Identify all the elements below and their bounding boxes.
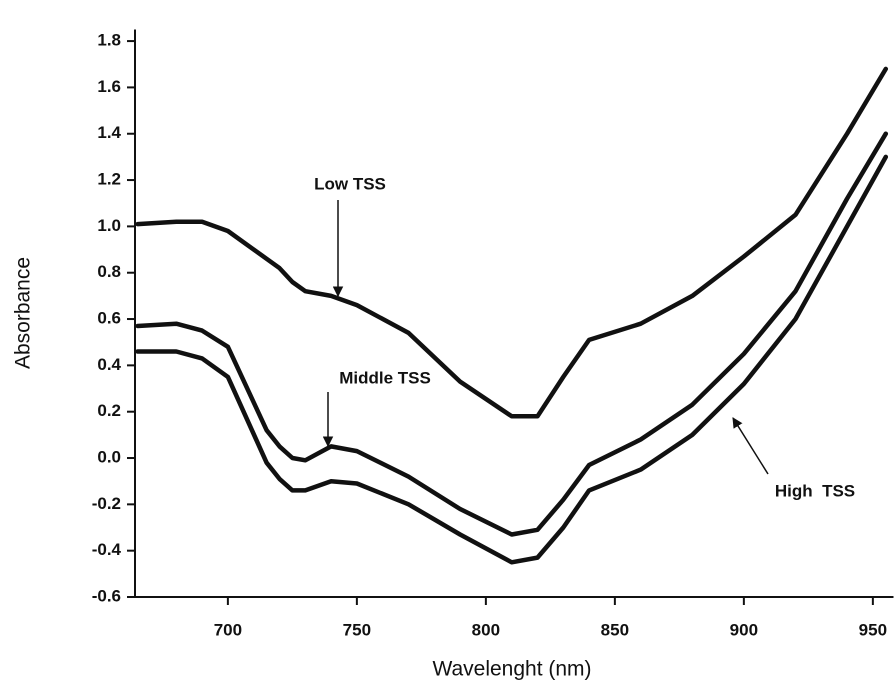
series-label: Middle TSS — [339, 368, 431, 387]
y-tick-label: 1.0 — [97, 216, 121, 235]
y-tick-label: 0.4 — [97, 355, 121, 374]
y-tick-label: 1.2 — [97, 170, 121, 189]
y-tick-label: 1.6 — [97, 77, 121, 96]
series-label: Low TSS — [314, 174, 386, 193]
y-tick-label: 0.0 — [97, 448, 121, 467]
y-tick-label: 0.2 — [97, 401, 121, 420]
y-tick-label: 1.8 — [97, 31, 121, 50]
y-tick-label: 1.4 — [97, 123, 121, 142]
y-axis-title: Absorbance — [12, 257, 35, 369]
x-tick-label: 850 — [601, 620, 629, 639]
y-tick-label: -0.4 — [92, 540, 122, 559]
annotation-arrow — [732, 417, 769, 475]
x-tick-label: 750 — [343, 620, 371, 639]
y-tick-label: -0.2 — [92, 494, 121, 513]
line — [135, 154, 889, 565]
line — [135, 66, 889, 419]
x-tick-label: 700 — [214, 620, 242, 639]
y-tick-label: 0.6 — [97, 309, 121, 328]
series-label: High TSS — [775, 481, 855, 500]
y-tick-label: 0.8 — [97, 262, 121, 281]
x-tick-label: 950 — [859, 620, 887, 639]
line — [135, 131, 889, 537]
x-tick-label: 900 — [730, 620, 758, 639]
y-tick-label: -0.6 — [92, 586, 121, 605]
x-axis-title: Wavelenght (nm) — [432, 658, 591, 681]
x-tick-label: 800 — [472, 620, 500, 639]
